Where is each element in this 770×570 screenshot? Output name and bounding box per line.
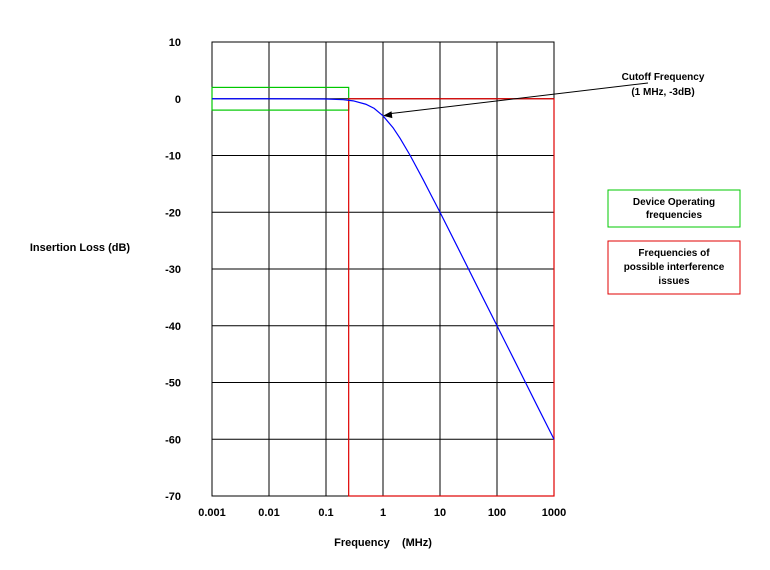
x-tick-label: 10 [434, 507, 446, 519]
interference-region [348, 98, 555, 497]
y-tick-label: -40 [165, 321, 181, 333]
y-tick-label: -60 [165, 434, 181, 446]
x-tick-label: 0.01 [258, 507, 279, 519]
y-tick-label: -10 [165, 151, 181, 163]
cutoff-arrowhead [383, 111, 393, 119]
x-tick-label: 1000 [542, 507, 566, 519]
tick-labels: 100-10-20-30-40-50-60-700.001 0.01 0.1 1 10 1… [165, 37, 566, 519]
y-tick-label: 0 [175, 94, 181, 106]
legend-device-operating: Device Operating frequencies [607, 189, 741, 228]
legend-interference-box [607, 240, 741, 295]
y-tick-label: -50 [165, 378, 181, 390]
y-tick-label: -20 [165, 207, 181, 219]
x-tick-label: 1 [380, 507, 386, 519]
y-tick-label: -30 [165, 264, 181, 276]
cutoff-label-line-1: Cutoff Frequency [622, 72, 705, 83]
x-axis-label: Frequency (MHz) [334, 537, 432, 549]
y-tick-label: 10 [169, 37, 181, 49]
insertion-loss-line [212, 98, 555, 440]
x-tick-label: 0.001 [198, 507, 226, 519]
x-tick-label: 100 [488, 507, 506, 519]
legend-interference: Frequencies of possible interference iss… [607, 240, 741, 295]
cutoff-arrow-line [388, 82, 649, 115]
series-layer [212, 98, 555, 440]
y-axis-label: Insertion Loss (dB) [30, 242, 131, 254]
x-tick-label: 0.1 [318, 507, 333, 519]
y-tick-label: -70 [165, 491, 181, 503]
legend-interference-line-3: issues [658, 276, 690, 287]
cutoff-label-line-2: (1 MHz, -3dB) [631, 87, 694, 98]
legend-device-operating-line-1: Device Operating [633, 197, 715, 208]
cutoff-annotation: Cutoff Frequency (1 MHz, -3dB) [383, 72, 705, 119]
legend-device-operating-box [607, 189, 741, 228]
legend-interference-line-2: possible interference [624, 262, 725, 273]
legend-interference-line-1: Frequencies of [638, 248, 710, 259]
legend-device-operating-line-2: frequencies [646, 210, 703, 221]
